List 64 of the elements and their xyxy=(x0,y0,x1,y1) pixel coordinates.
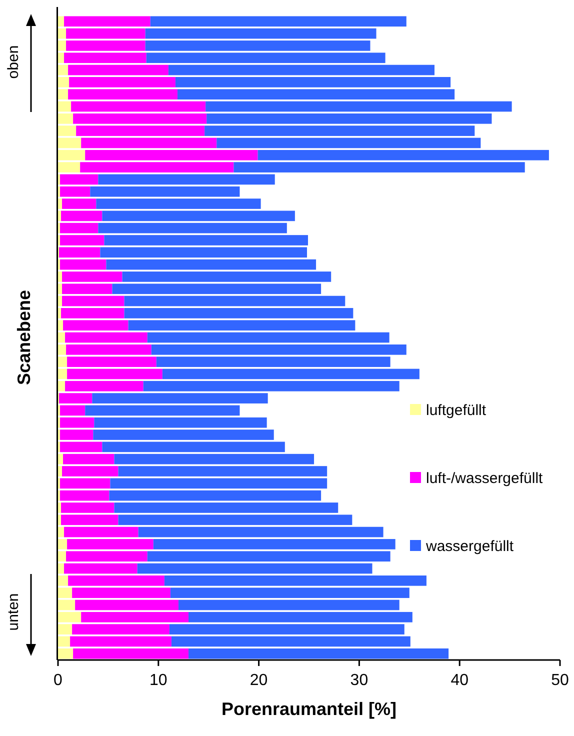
bar xyxy=(171,636,410,647)
bar xyxy=(62,296,124,306)
x-tick-label: 30 xyxy=(350,672,368,689)
x-axis-title: Porenraumanteil [%] xyxy=(221,699,397,719)
bar xyxy=(102,442,285,452)
legend-label: luft-/wassergefüllt xyxy=(426,470,544,487)
bar xyxy=(58,526,64,538)
bar xyxy=(58,368,68,380)
bar xyxy=(137,563,372,574)
bar xyxy=(188,648,449,659)
bar xyxy=(109,490,322,501)
text: unten xyxy=(5,593,22,631)
bar xyxy=(58,138,82,148)
bar xyxy=(168,64,434,76)
bar xyxy=(58,16,64,27)
bar xyxy=(70,636,172,647)
bar xyxy=(58,101,72,112)
x-tick-label: 0 xyxy=(54,672,63,689)
x-tick-label: 40 xyxy=(450,672,469,689)
bar xyxy=(71,101,206,112)
legend-label: wassergefüllt xyxy=(425,538,514,555)
bar xyxy=(64,16,150,27)
bar xyxy=(64,563,138,574)
x-tick-label: 20 xyxy=(250,672,268,689)
bar xyxy=(60,222,98,234)
bar xyxy=(216,138,481,148)
bar xyxy=(145,28,376,39)
bar xyxy=(66,28,146,39)
bar xyxy=(60,490,110,501)
bar xyxy=(162,368,420,380)
bar xyxy=(60,174,98,185)
bar xyxy=(98,174,275,185)
bar xyxy=(58,296,62,306)
bar xyxy=(85,405,240,416)
bar xyxy=(178,600,400,610)
x-tick-label: 10 xyxy=(150,672,168,689)
bar xyxy=(58,600,76,610)
bar xyxy=(98,222,287,234)
bar xyxy=(58,64,68,76)
text: oben xyxy=(5,45,22,79)
bar xyxy=(81,138,217,148)
bar xyxy=(73,648,189,659)
bar xyxy=(150,16,406,27)
bar xyxy=(65,332,148,343)
bar xyxy=(64,526,138,538)
bar xyxy=(60,405,86,416)
bar xyxy=(58,648,74,659)
bar xyxy=(60,442,102,452)
bar xyxy=(58,563,64,574)
bar xyxy=(58,28,66,39)
bar xyxy=(75,600,178,610)
bar xyxy=(58,332,66,343)
bar xyxy=(206,101,512,112)
bar xyxy=(138,526,384,538)
bar xyxy=(147,332,390,343)
bar xyxy=(106,259,316,270)
bar xyxy=(67,368,162,380)
bar xyxy=(124,296,346,306)
legend-label: luftgefüllt xyxy=(426,402,487,419)
bar xyxy=(68,64,168,76)
bar xyxy=(58,636,70,647)
y-axis-title: Scanebene xyxy=(14,290,34,386)
x-tick-label: 50 xyxy=(551,672,569,689)
bar xyxy=(60,259,106,270)
